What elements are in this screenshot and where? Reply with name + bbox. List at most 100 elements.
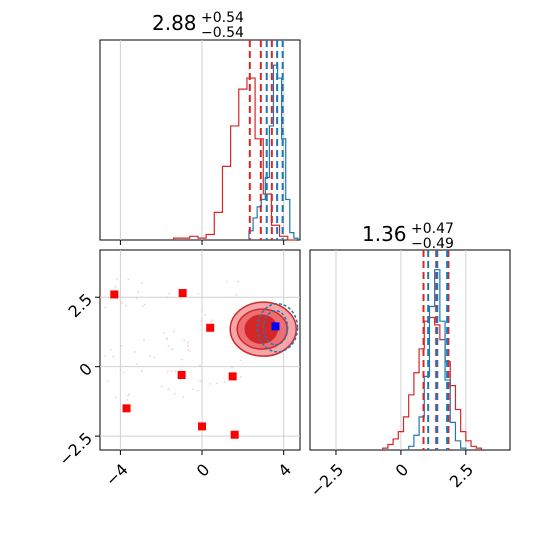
histogram-red [172, 77, 296, 241]
histogram-blue [408, 269, 467, 450]
scatter-point [106, 380, 109, 383]
scatter-point [197, 292, 200, 295]
histograms [382, 269, 483, 450]
scatter-point [160, 385, 163, 388]
scatter-point [199, 379, 201, 382]
scatter-point [109, 348, 112, 351]
tick-marks [119, 240, 285, 245]
title-value: 1.36 [362, 222, 407, 246]
scatter-point [141, 305, 144, 308]
grid [335, 250, 467, 450]
scatter-point [136, 362, 138, 365]
histogram-blue [248, 64, 299, 240]
scatter-point [211, 319, 214, 322]
scatter-point [171, 348, 174, 351]
scatter-point [128, 392, 131, 395]
scatter-points [104, 278, 242, 401]
contours [229, 301, 299, 357]
marker-red-square [110, 290, 119, 299]
scatter-point [125, 304, 127, 307]
scatter-point [209, 320, 212, 323]
scatter-point [166, 370, 169, 373]
scatter-point [143, 339, 145, 342]
scatter-point [168, 292, 171, 295]
scatter-point [167, 345, 170, 348]
axes-frame [99, 39, 301, 241]
scatter-point [183, 339, 186, 342]
scatter-point [173, 330, 176, 333]
axes-frame [309, 249, 511, 451]
tick-marks [335, 450, 467, 455]
title-minus: −0.49 [411, 236, 454, 252]
scatter-point [231, 366, 234, 369]
marginal-histogram-param-1: 2.88 +0.54 −0.54 [99, 10, 301, 245]
scatter-point [201, 308, 203, 311]
scatter-point [186, 345, 189, 347]
scatter-point [197, 389, 199, 392]
marker-red-square [178, 289, 187, 298]
marker-red-square [122, 404, 131, 413]
scatter-point [149, 355, 152, 358]
scatter-point [225, 280, 228, 283]
quantile-lines [422, 250, 450, 450]
scatter-point [104, 355, 106, 357]
scatter-point [136, 297, 138, 300]
scatter-point [114, 396, 117, 399]
scatter-point [174, 370, 177, 373]
title-plus: +0.54 [201, 10, 244, 26]
tick-marks [95, 296, 285, 455]
scatter-point [182, 396, 185, 398]
scatter-point [127, 394, 130, 397]
scatter-point [115, 278, 118, 280]
panel-title: 2.88 +0.54 −0.54 [152, 10, 244, 41]
scatter-point [163, 331, 165, 334]
markers [110, 289, 280, 439]
marker-red-square [228, 372, 237, 381]
marker-red-square [177, 371, 186, 379]
scatter-point [167, 388, 170, 390]
contour-blue-outer [256, 303, 299, 353]
marker-red-square [198, 422, 207, 431]
scatter-point [237, 280, 240, 283]
scatter-point [104, 306, 107, 309]
scatter-point [126, 398, 129, 401]
scatter-point [141, 282, 144, 285]
scatter-point [209, 382, 212, 385]
scatter-point [112, 355, 115, 358]
scatter-point [200, 320, 203, 322]
scatter-point [181, 358, 184, 361]
scatter-point [239, 359, 242, 362]
scatter-point [122, 371, 125, 374]
scatter-point [121, 302, 123, 304]
scatter-point [127, 278, 130, 281]
scatter-point [165, 338, 168, 341]
scatter-point [192, 388, 195, 391]
scatter-point [216, 382, 218, 385]
scatter-point [137, 291, 140, 293]
title-plus: +0.47 [411, 221, 454, 237]
scatter-point [173, 392, 176, 395]
scatter-point [179, 297, 182, 300]
histograms [172, 64, 299, 241]
scatter-point [189, 349, 192, 352]
scatter-point [199, 364, 201, 367]
scatter-point [187, 348, 190, 351]
grid [119, 40, 285, 240]
scatter-point [153, 356, 156, 359]
title-value: 2.88 [152, 11, 197, 35]
marker-red-square [206, 323, 215, 332]
axes-frame [99, 249, 301, 451]
quantile-lines [248, 40, 284, 240]
contour-blue-inner [262, 310, 289, 346]
scatter-point [235, 293, 238, 296]
scatter-point [119, 369, 122, 372]
scatter-point [187, 341, 189, 344]
panel-title: 1.36 +0.47 −0.49 [362, 221, 454, 252]
scatter-point [204, 313, 206, 316]
scatter-point [223, 381, 226, 384]
scatter-point [114, 285, 117, 288]
scatter-point [239, 375, 242, 378]
marker-blue-square [271, 322, 280, 331]
